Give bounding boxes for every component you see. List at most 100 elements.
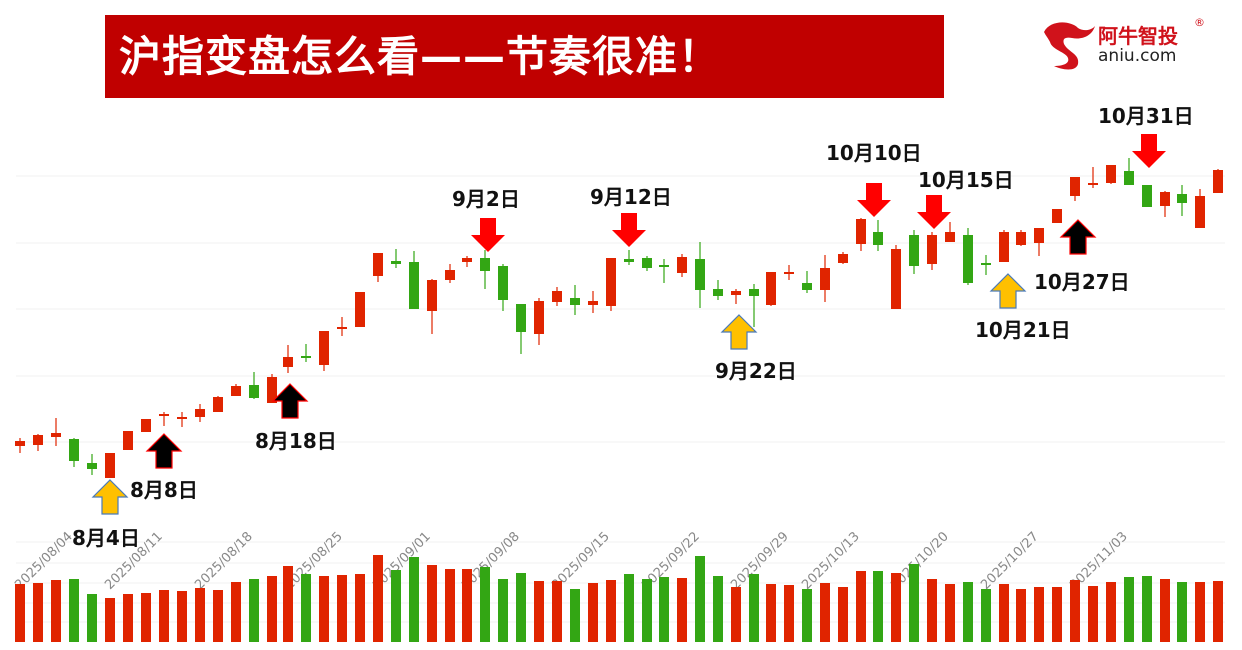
volume-bar bbox=[159, 590, 169, 642]
annotation: 8月8日 bbox=[130, 433, 198, 502]
candle bbox=[267, 374, 277, 403]
annotation: 8月18日 bbox=[255, 383, 337, 453]
candle bbox=[498, 264, 508, 311]
volume-bar bbox=[624, 574, 634, 642]
candle bbox=[427, 279, 437, 334]
volume-bar bbox=[195, 588, 205, 642]
volume-bar bbox=[427, 565, 437, 642]
candle bbox=[570, 285, 580, 315]
volume-bar bbox=[1052, 587, 1062, 642]
volume-bar bbox=[1034, 587, 1044, 642]
candle bbox=[301, 344, 311, 362]
volume-bar bbox=[784, 585, 794, 642]
volume-bar bbox=[231, 582, 241, 642]
annotation-label: 10月15日 bbox=[918, 168, 1014, 192]
volume-bar bbox=[659, 577, 669, 642]
annotation-label: 8月18日 bbox=[255, 429, 337, 453]
volume-bar bbox=[838, 587, 848, 642]
volume-bar bbox=[945, 584, 955, 642]
volume-bar bbox=[141, 593, 151, 642]
candle bbox=[588, 291, 598, 313]
volume-bar bbox=[873, 571, 883, 642]
volume-bar bbox=[570, 589, 580, 642]
candle bbox=[123, 431, 133, 450]
volume-bar bbox=[963, 582, 973, 642]
candle bbox=[249, 372, 259, 399]
volume-bar bbox=[1177, 582, 1187, 642]
volume-bar bbox=[1016, 589, 1026, 642]
candle bbox=[409, 251, 419, 309]
volume-bar bbox=[267, 576, 277, 642]
candle bbox=[1195, 189, 1205, 228]
arrow-down-icon bbox=[1132, 134, 1166, 168]
annotation-label: 10月21日 bbox=[975, 318, 1071, 342]
candle bbox=[319, 331, 329, 371]
volume-bar bbox=[105, 598, 115, 642]
candle bbox=[766, 272, 776, 306]
volume-bar bbox=[480, 567, 490, 642]
volume-bar bbox=[677, 578, 687, 642]
annotation: 8月4日 bbox=[72, 479, 140, 550]
volume-bar bbox=[820, 583, 830, 642]
candle bbox=[802, 271, 812, 293]
volume-bar bbox=[373, 555, 383, 642]
annotation-label: 8月4日 bbox=[72, 526, 140, 550]
volume-bar bbox=[51, 580, 61, 642]
volume-bar bbox=[283, 566, 293, 642]
page-title: 沪指变盘怎么看——节奏很准！ bbox=[119, 32, 722, 81]
candle bbox=[105, 453, 115, 478]
volume-bar bbox=[15, 584, 25, 642]
candle bbox=[337, 317, 347, 336]
candle bbox=[1052, 209, 1062, 223]
volume-bar bbox=[731, 587, 741, 642]
annotation: 9月2日 bbox=[452, 187, 520, 252]
volume-bar bbox=[319, 576, 329, 642]
volume-bar bbox=[642, 579, 652, 642]
annotation-label: 9月12日 bbox=[590, 185, 672, 209]
arrow-up-icon bbox=[720, 314, 758, 350]
volume-bar bbox=[249, 579, 259, 642]
candle bbox=[945, 222, 955, 242]
annotation-label: 9月22日 bbox=[715, 359, 797, 383]
annotation: 10月27日 bbox=[1034, 219, 1130, 294]
volume-bar bbox=[891, 573, 901, 642]
candle bbox=[1142, 185, 1152, 207]
candle bbox=[177, 412, 187, 427]
volume-bar bbox=[534, 581, 544, 642]
volume-bar bbox=[1213, 581, 1223, 642]
candle bbox=[838, 252, 848, 264]
candle bbox=[159, 412, 169, 426]
volume-bar bbox=[355, 574, 365, 642]
arrow-up-icon bbox=[145, 433, 183, 469]
candle bbox=[659, 259, 669, 283]
candle bbox=[516, 304, 526, 354]
candle bbox=[1016, 230, 1026, 246]
annotations: 8月4日 8月8日 8月18日 9月2日 9月12日 9月22日 10月10日 10月15日 1… bbox=[72, 104, 1194, 550]
candle bbox=[731, 289, 741, 304]
aniu-logo: 阿牛智投 ® aniu.com bbox=[1040, 16, 1240, 76]
candle bbox=[1124, 158, 1134, 185]
candle bbox=[462, 256, 472, 267]
volume-bar bbox=[713, 576, 723, 642]
logo-swoosh-icon bbox=[1044, 22, 1095, 70]
volume-bar bbox=[498, 579, 508, 642]
volume-bar bbox=[927, 579, 937, 642]
annotation: 10月10日 bbox=[826, 141, 922, 217]
candle bbox=[1088, 167, 1098, 188]
volume-bar bbox=[123, 594, 133, 642]
candle bbox=[999, 230, 1009, 262]
candle bbox=[355, 292, 365, 327]
volume-bar bbox=[1124, 577, 1134, 642]
candle bbox=[642, 256, 652, 271]
volume-bars bbox=[15, 555, 1223, 642]
volume-bar bbox=[516, 573, 526, 642]
volume-bar bbox=[552, 581, 562, 642]
volume-bar bbox=[1070, 580, 1080, 642]
candle bbox=[15, 438, 25, 453]
candle bbox=[480, 250, 490, 289]
volume-bar bbox=[177, 591, 187, 642]
annotation-label: 10月27日 bbox=[1034, 270, 1130, 294]
volume-bar bbox=[391, 570, 401, 642]
candle bbox=[963, 228, 973, 285]
